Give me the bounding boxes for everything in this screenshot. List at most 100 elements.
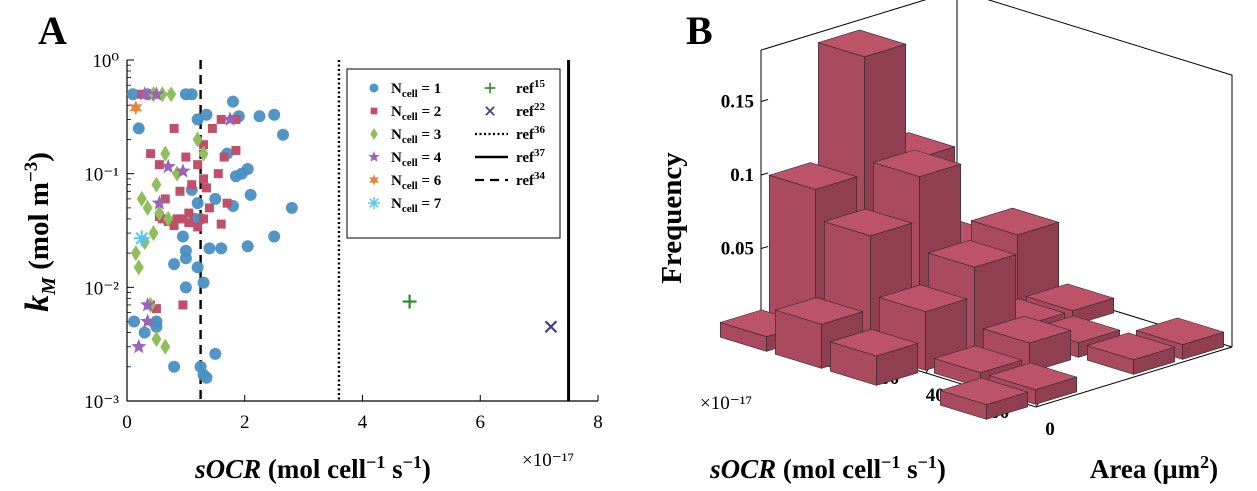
point-n-cell-2 <box>184 218 194 228</box>
point-n-cell-1 <box>150 320 163 333</box>
legend-marker <box>370 128 378 140</box>
point-n-cell-2 <box>199 140 209 150</box>
point-n-cell-1 <box>179 281 192 294</box>
point-n-cell-2 <box>154 160 164 170</box>
y-tick-label: 10⁻² <box>84 278 119 299</box>
z-tick-label: 0.15 <box>721 92 754 113</box>
point-ref-22 <box>544 320 558 334</box>
bars <box>719 29 1225 420</box>
point-n-cell-3 <box>166 86 177 103</box>
legend-marker <box>485 106 495 116</box>
point-n-cell-1 <box>244 188 257 201</box>
point-n-cell-3 <box>160 338 171 355</box>
x-tick-label: 0 <box>122 412 132 433</box>
point-n-cell-2 <box>219 152 229 162</box>
x-tick-label: 8 <box>593 412 603 433</box>
legend-label: Ncell = 4 <box>391 150 442 169</box>
point-n-cell-4 <box>175 163 191 178</box>
legend-label: Ncell = 1 <box>391 81 441 100</box>
point-n-cell-2 <box>207 123 217 133</box>
point-n-cell-2 <box>231 145 241 155</box>
point-n-cell-1 <box>126 88 139 101</box>
x-axis-label: sOCR (mol cell−1 s−1) <box>194 452 431 484</box>
y-axis-label: kM (mol m−3) <box>19 152 60 312</box>
point-n-cell-2 <box>151 304 161 314</box>
point-n-cell-1 <box>191 197 204 210</box>
y-axis-label: Area (µm2) <box>1090 452 1218 484</box>
point-n-cell-2 <box>172 214 182 224</box>
z-axis-label: Frequency <box>656 152 688 284</box>
point-n-cell-1 <box>179 252 192 265</box>
point-n-cell-1 <box>200 108 213 121</box>
z-tick <box>760 99 769 102</box>
point-n-cell-3 <box>163 210 174 227</box>
y-tick-label: 10⁻³ <box>84 392 119 413</box>
x-multiplier: ×10⁻¹⁷ <box>522 450 574 471</box>
legend-marker <box>484 82 496 94</box>
point-n-cell-2 <box>201 183 211 193</box>
legend-marker <box>370 107 378 115</box>
point-n-cell-3 <box>198 145 209 162</box>
point-n-cell-3 <box>151 176 162 193</box>
point-n-cell-2 <box>178 214 188 224</box>
z-tick-label: 0.1 <box>730 165 754 186</box>
legend-label: Ncell = 6 <box>391 173 442 192</box>
x-tick-label: 2 <box>240 412 250 433</box>
point-n-cell-4 <box>222 111 238 126</box>
point-n-cell-1 <box>132 122 145 135</box>
panel-label-a: A <box>38 8 67 53</box>
panel-b: B00.050.10.150240200400600800FrequencysO… <box>656 0 1233 484</box>
point-n-cell-1 <box>268 108 281 121</box>
point-n-cell-3 <box>151 331 162 348</box>
z-tick <box>760 172 769 176</box>
point-n-cell-2 <box>178 300 188 310</box>
legend-label: ref15 <box>516 78 546 97</box>
point-n-cell-1 <box>200 371 213 384</box>
legend-marker <box>368 197 380 209</box>
point-n-cell-1 <box>241 240 254 253</box>
legend-label: Ncell = 2 <box>391 104 441 123</box>
point-n-cell-1 <box>197 276 210 289</box>
point-n-cell-2 <box>231 114 241 124</box>
point-n-cell-2 <box>222 198 232 208</box>
point-n-cell-1 <box>168 360 181 373</box>
legend-marker <box>369 174 379 186</box>
point-n-cell-3 <box>136 190 147 207</box>
point-n-cell-1 <box>203 242 216 255</box>
point-n-cell-2 <box>193 222 203 232</box>
point-n-cell-3 <box>133 259 144 276</box>
point-n-cell-3 <box>142 199 153 216</box>
point-n-cell-2 <box>169 220 179 230</box>
point-n-cell-1 <box>191 113 204 126</box>
z-tick <box>760 246 769 249</box>
point-n-cell-2 <box>187 180 197 190</box>
legend-box <box>346 68 561 239</box>
point-n-cell-4 <box>139 313 156 329</box>
y-tick-label: 0 <box>1045 419 1055 440</box>
point-n-cell-2 <box>169 123 179 133</box>
point-n-cell-4 <box>148 86 165 101</box>
point-n-cell-1 <box>215 242 228 255</box>
x-multiplier: ×10⁻¹⁷ <box>700 393 752 414</box>
point-n-cell-3 <box>154 205 165 222</box>
point-n-cell-6 <box>129 100 143 116</box>
point-n-cell-1 <box>176 230 189 243</box>
point-n-cell-2 <box>175 186 185 196</box>
legend-marker <box>369 83 379 93</box>
legend-label: ref36 <box>516 124 546 143</box>
point-n-cell-2 <box>157 214 167 224</box>
point-n-cell-2 <box>184 208 194 218</box>
legend-label: Ncell = 7 <box>391 196 442 215</box>
point-n-cell-1 <box>268 230 281 243</box>
point-n-cell-7 <box>133 230 150 247</box>
point-n-cell-2 <box>204 203 214 213</box>
panel-label-b: B <box>686 8 713 53</box>
point-n-cell-1 <box>285 201 298 214</box>
bar <box>829 328 919 386</box>
point-n-cell-4 <box>131 338 147 354</box>
point-n-cell-1 <box>229 170 242 183</box>
legend-marker <box>368 151 380 162</box>
y-tick-label: 10⁻¹ <box>84 165 119 186</box>
